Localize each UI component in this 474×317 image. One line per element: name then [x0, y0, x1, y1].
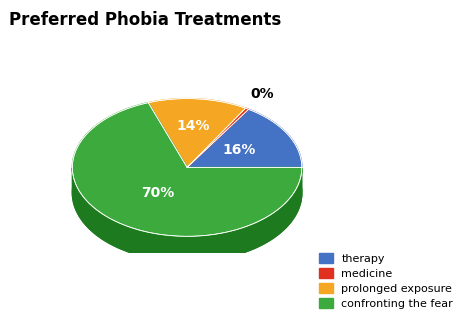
Polygon shape	[73, 103, 302, 236]
Polygon shape	[73, 167, 302, 262]
Text: 70%: 70%	[141, 186, 174, 200]
Text: 14%: 14%	[177, 119, 210, 133]
Polygon shape	[187, 108, 248, 167]
Ellipse shape	[73, 124, 302, 262]
Text: 16%: 16%	[223, 143, 256, 157]
Text: 0%: 0%	[250, 87, 274, 101]
Legend: therapy, medicine, prolonged exposure, confronting the fear: therapy, medicine, prolonged exposure, c…	[316, 249, 456, 313]
Polygon shape	[148, 99, 246, 167]
Text: Preferred Phobia Treatments: Preferred Phobia Treatments	[9, 11, 282, 29]
Polygon shape	[187, 109, 302, 167]
